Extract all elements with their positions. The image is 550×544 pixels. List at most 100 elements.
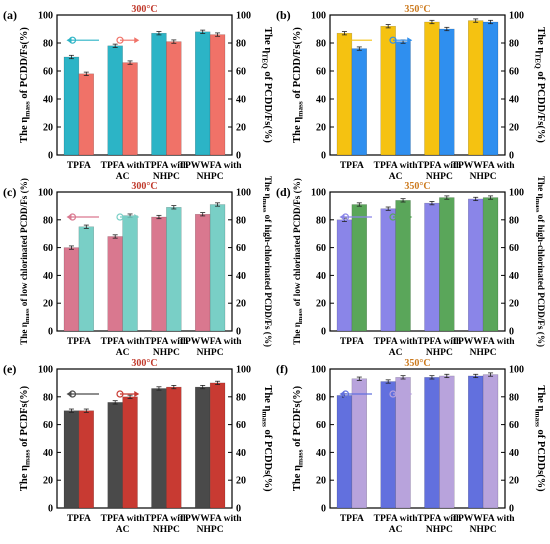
bar [395, 200, 411, 332]
y-tick-label-right: 60 [236, 243, 246, 254]
y-tick-label-right: 0 [509, 504, 514, 515]
plot-frame [329, 14, 506, 156]
bar [151, 388, 167, 509]
x-tick-label: NHPC [197, 172, 224, 182]
y-tick-label: 0 [321, 504, 326, 515]
plot-frame [56, 191, 233, 332]
y-axis-title-right-part: The η [263, 176, 273, 199]
bar [209, 34, 226, 156]
x-tick-label: AC [389, 525, 403, 535]
bar [166, 386, 182, 509]
y-tick-label: 40 [316, 448, 326, 459]
bar [151, 32, 167, 156]
y-axis-title-left-rest: of low chlorinated PCDD/Fs (%) [19, 178, 29, 308]
y-axis-title-right: The ηmass of PCDDs(%) [261, 385, 273, 492]
bar [482, 197, 499, 332]
bar [195, 213, 211, 332]
bar [395, 377, 411, 509]
y-tick-label-right: 100 [236, 11, 251, 22]
y-tick-label: 80 [316, 392, 326, 403]
bar [380, 381, 396, 509]
legend-arrowhead [339, 37, 345, 44]
y-tick-label: 100 [38, 11, 53, 22]
y-tick-label-right: 100 [509, 188, 524, 199]
x-tick-label: TPFA [340, 337, 364, 347]
y-tick-label-right: 40 [509, 448, 519, 459]
y-axis-title-left: The ηmass of PCDFs(%) [292, 385, 304, 491]
bar [209, 382, 226, 509]
y-tick-label: 60 [43, 420, 53, 431]
y-tick-label: 60 [316, 67, 326, 78]
y-axis-title-left-sub: mass [295, 101, 304, 117]
x-tick-label: TPFA with [374, 514, 419, 524]
legend-arrowhead [66, 214, 72, 221]
y-tick-label: 40 [316, 271, 326, 282]
bar [380, 25, 396, 156]
legend-arrowhead [134, 37, 140, 44]
y-axis-title-right-sub: TEQ [261, 53, 270, 69]
x-tick-label: TPFA with [101, 161, 146, 171]
bar [482, 374, 499, 509]
y-axis-title-right: The ηmass of high-chlorinated PCDD/Fs (%… [261, 176, 273, 347]
y-tick-label: 60 [316, 420, 326, 431]
panel-label: (f) [276, 362, 288, 376]
y-tick-label: 100 [311, 188, 326, 199]
y-axis-title-left-sub: mass [24, 308, 31, 322]
bar [424, 21, 440, 156]
y-axis-title-right-part: The η [535, 385, 546, 411]
y-axis-title-left: The ηmass of low chlorinated PCDD/Fs (%) [19, 178, 31, 345]
y-axis-title-right-part: The η [535, 27, 546, 53]
y-axis-title-right-part: The η [262, 27, 273, 53]
bar [468, 20, 484, 156]
y-axis-title-left-part: The η [19, 117, 30, 143]
x-tick-label: TPWWFA with [452, 337, 516, 347]
x-tick-label: NHPC [153, 525, 180, 535]
y-tick-label: 60 [43, 67, 53, 78]
y-axis-title-left-part: The η [292, 322, 302, 345]
temperature-label: 300°C [131, 181, 157, 192]
y-axis-title-right-part: The η [536, 176, 546, 199]
bar [351, 48, 367, 156]
y-tick-label: 0 [48, 327, 53, 338]
x-tick-label: TPFA [340, 514, 364, 524]
bar [107, 402, 123, 509]
panel-label: (b) [276, 8, 291, 22]
y-axis-title-left-part: The η [292, 465, 303, 491]
x-tick-label: TPFA [67, 161, 91, 171]
y-axis-title-left-rest: of low chlorinated PCDD/Fs (%) [292, 178, 302, 308]
panel-label: (a) [3, 8, 17, 22]
bar [424, 377, 440, 509]
bar [107, 236, 123, 332]
y-axis-title-left-part: The η [19, 322, 29, 345]
y-axis-title-left-rest: of PCDFs(%) [292, 385, 303, 449]
x-tick-label: NHPC [470, 348, 497, 358]
x-tick-label: AC [389, 172, 403, 182]
y-tick-label-right: 40 [236, 448, 246, 459]
temperature-label: 300°C [131, 4, 157, 15]
bar [468, 375, 484, 509]
plot-frame [56, 368, 233, 509]
x-tick-label: TPFA [67, 514, 91, 524]
x-tick-label: AC [116, 172, 130, 182]
x-tick-label: AC [116, 348, 130, 358]
y-tick-label: 20 [316, 123, 326, 134]
x-tick-label: TPFA [67, 337, 91, 347]
y-tick-label: 100 [311, 365, 326, 376]
x-tick-label: NHPC [470, 525, 497, 535]
x-tick-label: AC [116, 525, 130, 535]
x-tick-label: TPWWFA with [179, 514, 243, 524]
bar [482, 21, 499, 156]
y-axis-title-left-sub: mass [22, 449, 31, 465]
y-axis-title-right-sub: mass [534, 411, 543, 427]
y-tick-label: 80 [316, 215, 326, 226]
x-tick-label: AC [389, 348, 403, 358]
legend-arrowhead [407, 391, 413, 398]
bar [439, 28, 455, 156]
y-tick-label-right: 20 [236, 476, 246, 487]
x-tick-label: NHPC [426, 348, 453, 358]
bar [151, 216, 167, 332]
x-tick-label: TPFA with [417, 514, 462, 524]
y-tick-label: 20 [43, 476, 53, 487]
